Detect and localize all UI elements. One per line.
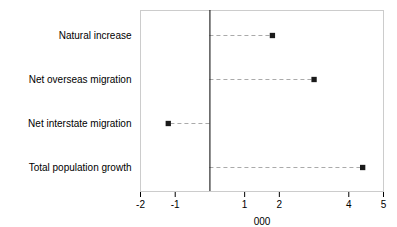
- svg-text:Net interstate migration: Net interstate migration: [28, 118, 131, 129]
- svg-text:4: 4: [346, 199, 352, 210]
- svg-text:-1: -1: [171, 199, 180, 210]
- svg-text:Natural increase: Natural increase: [59, 30, 132, 41]
- svg-text:000: 000: [254, 216, 271, 227]
- svg-text:2: 2: [277, 199, 283, 210]
- svg-text:1: 1: [242, 199, 248, 210]
- svg-text:-2: -2: [136, 199, 145, 210]
- svg-text:Total population growth: Total population growth: [29, 162, 132, 173]
- svg-text:Net overseas migration: Net overseas migration: [29, 74, 132, 85]
- svg-text:5: 5: [381, 199, 387, 210]
